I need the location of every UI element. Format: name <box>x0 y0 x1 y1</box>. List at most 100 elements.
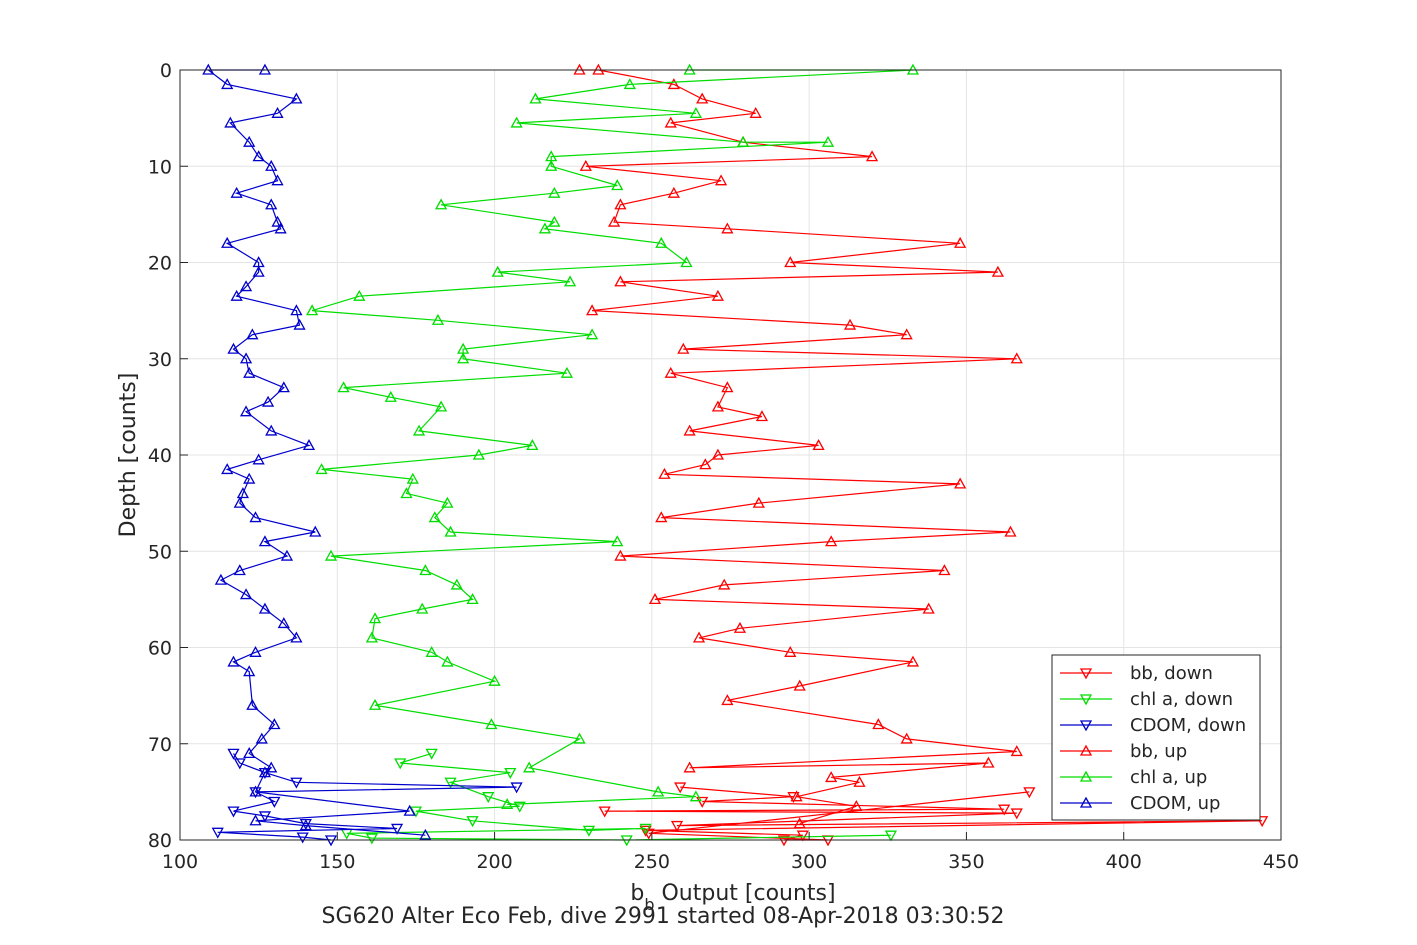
x-axis-label-rest: Output [counts] <box>655 881 836 906</box>
data-point <box>667 186 680 198</box>
data-point <box>271 106 284 118</box>
data-point <box>243 747 256 759</box>
data-point <box>403 804 416 816</box>
data-point <box>239 280 253 292</box>
data-point <box>784 256 797 268</box>
data-point <box>721 381 734 393</box>
data-point <box>368 698 382 710</box>
data-point <box>608 215 621 227</box>
data-point <box>755 410 769 422</box>
data-point <box>667 78 680 90</box>
data-point <box>545 159 558 171</box>
data-point <box>884 830 898 842</box>
data-point <box>825 771 838 783</box>
data-point <box>585 328 599 340</box>
data-point <box>843 318 857 330</box>
data-point <box>991 265 1004 277</box>
legend-item: chl a, up <box>1060 767 1207 788</box>
data-point <box>1004 525 1017 537</box>
data-point <box>239 405 253 417</box>
legend-marker <box>1079 796 1093 808</box>
data-point <box>696 796 709 808</box>
data-point <box>491 265 504 277</box>
y-tick-label: 80 <box>148 830 172 852</box>
x-tick-label: 250 <box>634 851 670 873</box>
data-point <box>1010 745 1023 757</box>
data-point <box>689 106 703 118</box>
data-point <box>252 453 265 465</box>
data-point <box>271 174 284 186</box>
data-point <box>529 92 542 104</box>
data-point <box>699 458 712 470</box>
data-point <box>290 631 303 643</box>
data-point <box>614 275 627 287</box>
data-point <box>265 761 278 773</box>
legend-item: chl a, down <box>1060 689 1233 710</box>
legend-marker <box>1079 694 1093 706</box>
x-tick-label: 400 <box>1106 851 1142 873</box>
data-point <box>249 814 262 826</box>
data-point <box>655 511 668 523</box>
legend-item: CDOM, up <box>1060 793 1220 814</box>
data-point <box>268 718 281 730</box>
data-point <box>450 578 463 590</box>
series-line <box>311 69 914 805</box>
x-tick-label: 100 <box>162 851 198 873</box>
data-point <box>280 549 294 561</box>
data-point <box>444 525 457 537</box>
data-point <box>573 732 586 744</box>
legend-label: CDOM, down <box>1130 715 1246 736</box>
y-tick-label: 40 <box>148 445 172 467</box>
data-point <box>721 694 734 706</box>
data-point <box>466 593 479 605</box>
data-point <box>227 748 240 760</box>
data-point <box>221 236 234 248</box>
data-point <box>642 828 655 840</box>
data-point <box>239 588 253 600</box>
x-axis-label-subscript: b <box>644 895 654 914</box>
data-point <box>680 256 693 268</box>
data-point <box>614 549 627 561</box>
series-chl-a-up <box>306 63 920 810</box>
data-point <box>611 535 624 547</box>
legend-label: chl a, down <box>1130 689 1233 710</box>
data-point <box>793 679 806 691</box>
data-point <box>526 439 539 451</box>
data-point <box>296 832 309 844</box>
series-line <box>346 752 891 841</box>
data-point <box>246 328 259 340</box>
data-point <box>390 823 404 835</box>
data-point <box>365 833 378 845</box>
data-point <box>290 92 303 104</box>
data-point <box>510 782 523 794</box>
data-point <box>611 179 624 191</box>
data-point <box>664 366 677 378</box>
y-tick-label: 30 <box>148 349 172 371</box>
data-point <box>683 761 696 773</box>
data-point <box>233 496 246 508</box>
data-point <box>692 631 706 643</box>
legend-marker <box>1079 668 1093 680</box>
data-point <box>290 777 303 789</box>
data-point <box>585 304 599 316</box>
x-tick-label: 350 <box>948 851 984 873</box>
data-point <box>406 472 419 484</box>
data-point <box>821 135 835 147</box>
legend-label: chl a, up <box>1130 767 1207 788</box>
data-point <box>434 198 448 210</box>
data-point <box>227 655 240 667</box>
data-point <box>825 535 838 547</box>
data-point <box>227 342 240 354</box>
y-tick-label: 70 <box>148 734 172 756</box>
data-point <box>548 186 561 198</box>
data-point <box>501 798 514 810</box>
data-point <box>265 198 278 210</box>
data-point <box>466 816 479 828</box>
data-point <box>906 655 920 667</box>
data-point <box>674 782 687 794</box>
data-point <box>938 564 951 576</box>
legend: bb, down chl a, down CDOM, down bb, up chl a… <box>1051 654 1261 821</box>
data-point <box>252 150 265 162</box>
data-point <box>784 645 797 657</box>
data-point <box>419 828 432 840</box>
